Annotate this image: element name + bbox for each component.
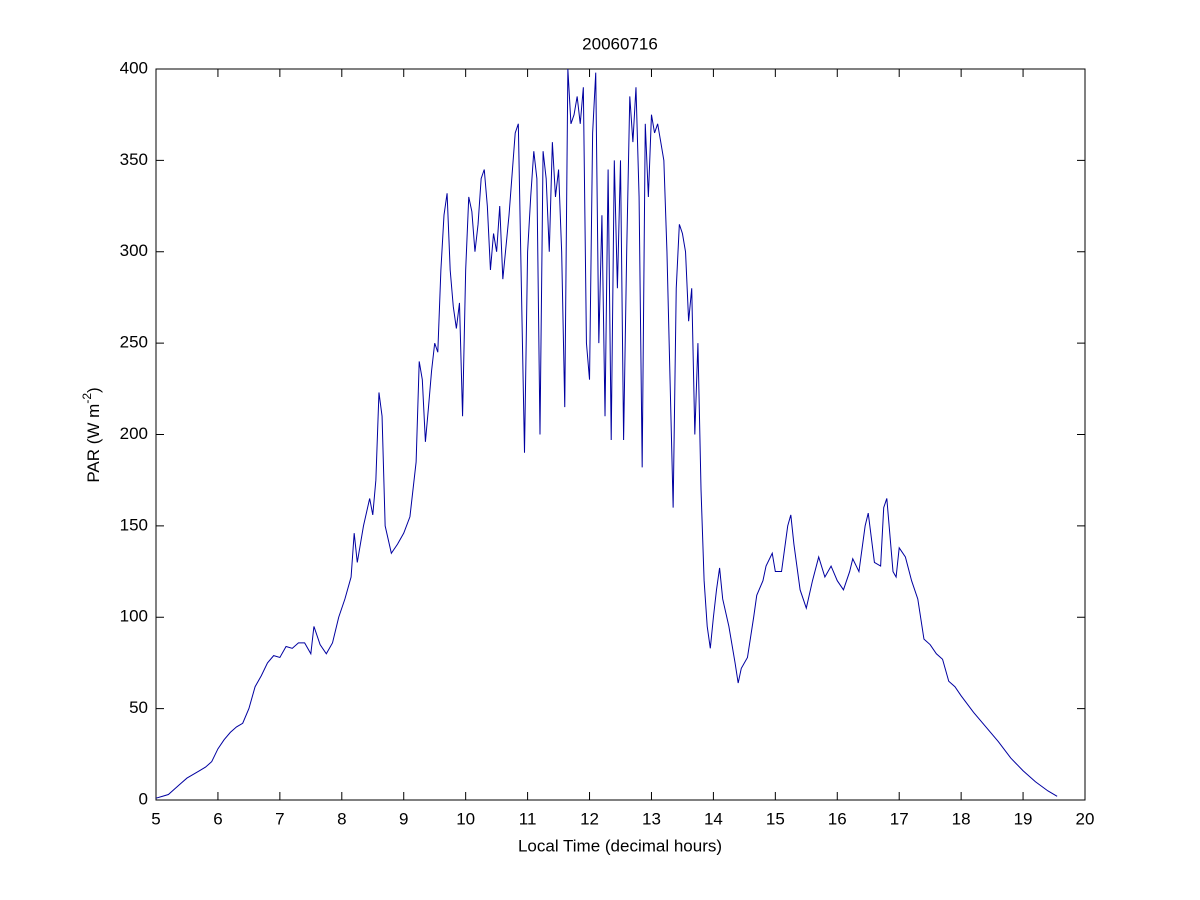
y-tick-label: 250 <box>120 333 148 352</box>
y-tick-label: 150 <box>120 515 148 534</box>
y-label-text: PAR (W m <box>84 404 103 483</box>
x-tick-label: 8 <box>337 809 346 828</box>
x-tick-label: 16 <box>828 809 847 828</box>
x-tick-label: 11 <box>519 809 537 828</box>
x-tick-label: 13 <box>642 809 661 828</box>
x-tick-label: 9 <box>399 809 408 828</box>
y-tick-label: 200 <box>120 424 148 443</box>
x-tick-label: 20 <box>1076 809 1095 828</box>
x-tick-label: 5 <box>151 809 160 828</box>
x-tick-label: 7 <box>275 809 284 828</box>
x-axis-label: Local Time (decimal hours) <box>518 836 722 855</box>
y-tick-label: 100 <box>120 607 148 626</box>
y-tick-label: 300 <box>120 241 148 260</box>
x-tick-label: 12 <box>580 809 599 828</box>
y-axis-label: PAR (W m-2) <box>80 387 103 482</box>
x-tick-label: 6 <box>213 809 222 828</box>
y-label-text: ) <box>84 387 103 393</box>
y-tick-label: 50 <box>129 698 148 717</box>
y-tick-label: 350 <box>120 150 148 169</box>
x-tick-label: 18 <box>952 809 971 828</box>
chart-title: 20060716 <box>582 34 658 53</box>
x-tick-label: 10 <box>456 809 475 828</box>
x-tick-label: 15 <box>766 809 785 828</box>
x-tick-label: 14 <box>704 809 723 828</box>
data-line <box>155 68 1058 799</box>
x-tick-label: 19 <box>1014 809 1033 828</box>
x-tick-label: 17 <box>890 809 909 828</box>
y-tick-label: 0 <box>139 789 148 808</box>
y-label-superscript: -2 <box>80 393 94 404</box>
y-tick-label: 400 <box>120 58 148 77</box>
